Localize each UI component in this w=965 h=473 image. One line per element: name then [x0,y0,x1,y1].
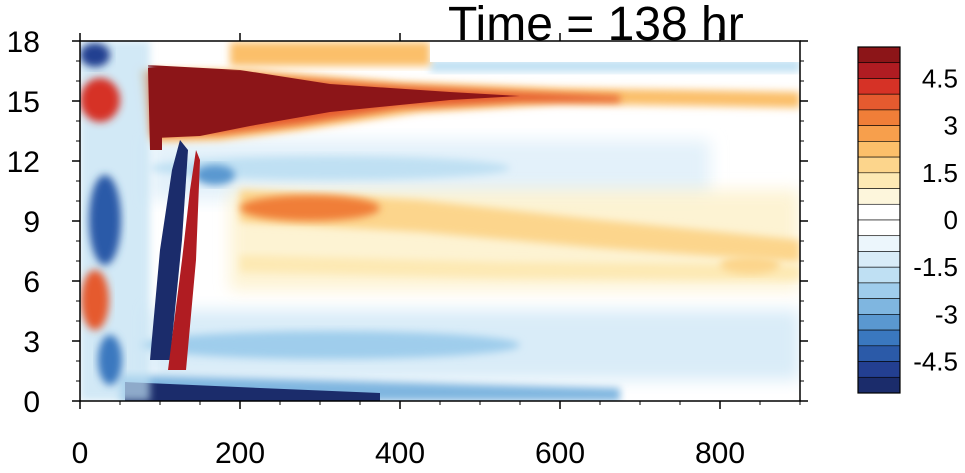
y-tick-label: 6 [23,266,40,299]
y-tick-label: 15 [7,86,40,119]
y-tick-label: 12 [7,146,40,179]
axis-ticks: 0 3 6 9 12 15 18 0 200 400 600 800 [7,26,808,470]
colorbar-swatch [857,329,901,347]
colorbar-swatch [857,251,901,268]
y-tick-label: 18 [7,26,40,59]
colorbar-swatch [857,266,901,284]
left-red-top [80,78,120,122]
colorbar-swatch [857,172,901,189]
colorbar-swatch [857,188,901,205]
left-blue-top [80,43,110,67]
middle-band-core [240,195,380,221]
left-red-mid [81,270,109,330]
colorbar-swatch [857,235,901,252]
y-tick-label: 3 [23,326,40,359]
left-blue-low [98,335,122,385]
colorbar-frame [857,46,901,394]
colorbar-swatch [857,46,901,64]
top-blue-strip [430,60,800,72]
lower-band-spot [720,256,780,274]
colorbar-swatch [857,376,901,394]
tilted-positive [168,150,200,370]
colorbar-label: -4.5 [913,347,958,377]
colorbar-swatch [857,78,901,95]
heatmap-field [80,41,800,401]
tilted-negative [150,140,188,360]
colorbar-swatch [857,361,901,378]
colorbar-swatch [857,282,901,299]
colorbar-swatch [857,62,901,79]
colorbar-swatch [857,109,901,126]
colorbar-swatch [857,125,901,142]
colorbar-label: 3 [944,111,958,141]
colorbar-label: 1.5 [922,158,958,188]
colorbar-swatch [857,314,901,331]
neg-3km-band [140,331,520,359]
colorbar-swatch [857,219,901,237]
colorbar-swatch [857,345,901,362]
neg-12km-band [150,156,510,180]
x-tick-label: 200 [215,437,265,470]
left-blue-mid [89,175,121,265]
surface-neg-core [125,382,380,401]
colorbar-label: -1.5 [913,252,958,282]
colorbar: 4.5 3 1.5 0 -1.5 -3 -4.5 [857,46,958,394]
title-background [430,0,800,62]
chart-title: Time = 138 hr [448,0,744,51]
top-orange-patch [230,42,430,66]
colorbar-label: -3 [935,299,958,329]
neg-12km-spot [195,165,235,185]
y-tick-label: 9 [23,206,40,239]
colorbar-label: 0 [944,205,958,235]
colorbar-swatch [857,298,901,315]
colorbar-swatch [857,141,901,158]
colorbar-swatch [857,156,901,174]
x-tick-label: 400 [375,437,425,470]
y-tick-label: 0 [23,386,40,419]
lower-band [240,255,800,280]
upper-band-core [148,65,520,138]
x-tick-label: 600 [535,437,585,470]
colorbar-swatch [857,203,901,221]
tilted-positive-top [148,68,162,150]
colorbar-label: 4.5 [922,63,958,93]
x-tick-label: 800 [695,437,745,470]
x-tick-label: 0 [72,437,89,470]
colorbar-swatch [857,93,901,111]
